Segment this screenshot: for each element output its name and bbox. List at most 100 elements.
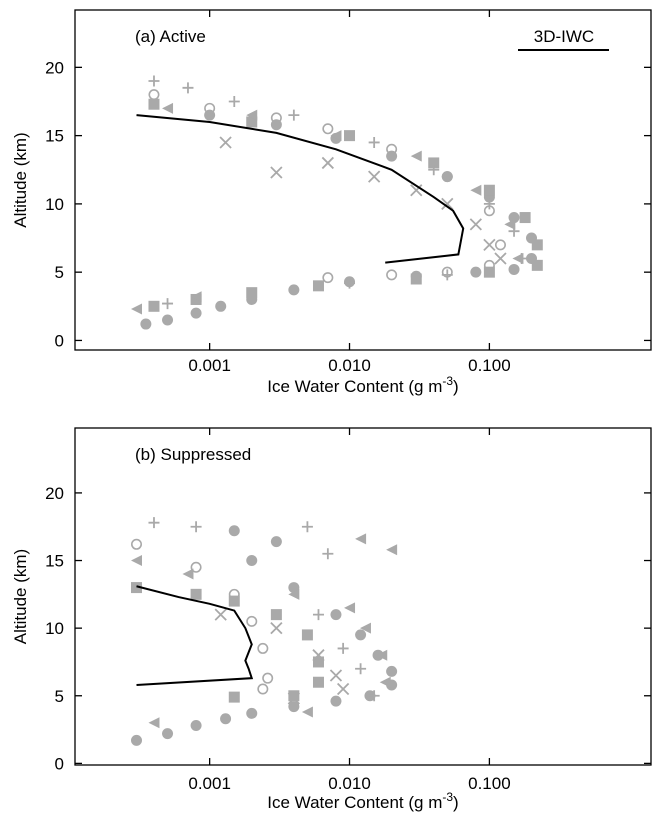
x-tick-label: 0.100: [468, 774, 511, 793]
plot-frame: [74, 9, 652, 351]
panel-title: (a) Active: [135, 27, 206, 46]
marker: [410, 184, 423, 197]
y-axis-label: Altitude (km): [11, 549, 30, 644]
marker: [441, 171, 453, 183]
marker: [386, 143, 398, 155]
marker: [288, 109, 300, 121]
y-tick-label: 5: [55, 687, 64, 706]
x-tick-label: 0.001: [188, 356, 231, 375]
marker: [262, 672, 274, 684]
marker: [469, 218, 482, 231]
marker: [312, 656, 324, 668]
marker: [336, 682, 350, 696]
x-axis-label-sup: -3: [442, 790, 453, 804]
marker: [287, 692, 300, 705]
marker: [220, 713, 232, 725]
marker: [246, 116, 258, 128]
marker: [257, 683, 269, 695]
y-tick-label: 15: [45, 552, 64, 571]
marker: [322, 548, 334, 560]
marker: [344, 602, 356, 614]
marker: [131, 582, 143, 594]
marker: [504, 218, 516, 230]
marker: [131, 555, 143, 567]
marker: [368, 136, 380, 148]
marker: [228, 525, 240, 537]
marker: [355, 533, 367, 545]
marker: [379, 676, 391, 688]
marker: [344, 130, 356, 142]
marker: [368, 690, 380, 702]
marker: [312, 676, 324, 688]
marker: [355, 663, 367, 675]
y-tick-label: 0: [55, 754, 64, 773]
y-axis-label: Altitude (km): [11, 132, 30, 227]
profile-line: [136, 585, 254, 686]
marker: [214, 608, 227, 621]
marker: [162, 314, 174, 326]
marker: [322, 123, 334, 135]
marker: [162, 728, 174, 740]
y-tick-label: 10: [45, 195, 64, 214]
marker: [483, 184, 495, 196]
marker: [301, 629, 313, 641]
marker: [190, 720, 202, 732]
marker: [441, 269, 453, 281]
marker: [228, 691, 240, 703]
y-tick-label: 10: [45, 619, 64, 638]
marker: [376, 649, 388, 661]
marker: [470, 184, 482, 196]
y-tick-label: 5: [55, 263, 64, 282]
x-tick-label: 0.010: [328, 356, 371, 375]
marker: [131, 303, 143, 315]
marker: [215, 300, 227, 312]
panel-title: (b) Suppressed: [135, 445, 251, 464]
marker: [386, 269, 398, 281]
plot-data: [131, 517, 398, 746]
marker: [148, 717, 160, 729]
marker: [270, 112, 282, 124]
marker: [531, 239, 543, 251]
marker: [428, 157, 440, 169]
marker: [288, 284, 300, 296]
marker: [148, 89, 160, 101]
marker: [190, 291, 202, 303]
marker: [148, 98, 160, 110]
x-tick-label: 0.010: [328, 774, 371, 793]
marker: [246, 109, 258, 121]
marker: [131, 538, 143, 550]
profile-line: [136, 114, 465, 264]
marker: [257, 642, 269, 654]
marker: [337, 642, 349, 654]
marker: [483, 266, 495, 278]
marker: [270, 166, 283, 179]
marker: [204, 102, 216, 114]
marker: [344, 277, 356, 289]
marker: [148, 300, 160, 312]
marker: [410, 150, 422, 162]
x-axis-label: Ice Water Content (g m-3): [267, 374, 458, 396]
marker: [322, 272, 334, 284]
marker: [288, 588, 300, 600]
y-tick-label: 15: [45, 127, 64, 146]
marker: [410, 273, 422, 285]
marker: [355, 629, 367, 641]
marker: [494, 252, 507, 265]
marker: [330, 130, 342, 142]
marker: [519, 212, 531, 224]
legend-label: 3D-IWC: [534, 27, 594, 46]
marker: [508, 212, 520, 224]
marker: [288, 701, 300, 713]
marker: [368, 170, 381, 183]
marker: [246, 707, 258, 719]
marker: [312, 609, 324, 621]
marker: [312, 649, 325, 662]
plot-frame: [74, 427, 652, 766]
marker: [270, 622, 283, 635]
marker: [182, 82, 194, 94]
marker: [228, 595, 240, 607]
marker: [441, 197, 454, 211]
marker: [386, 544, 398, 556]
